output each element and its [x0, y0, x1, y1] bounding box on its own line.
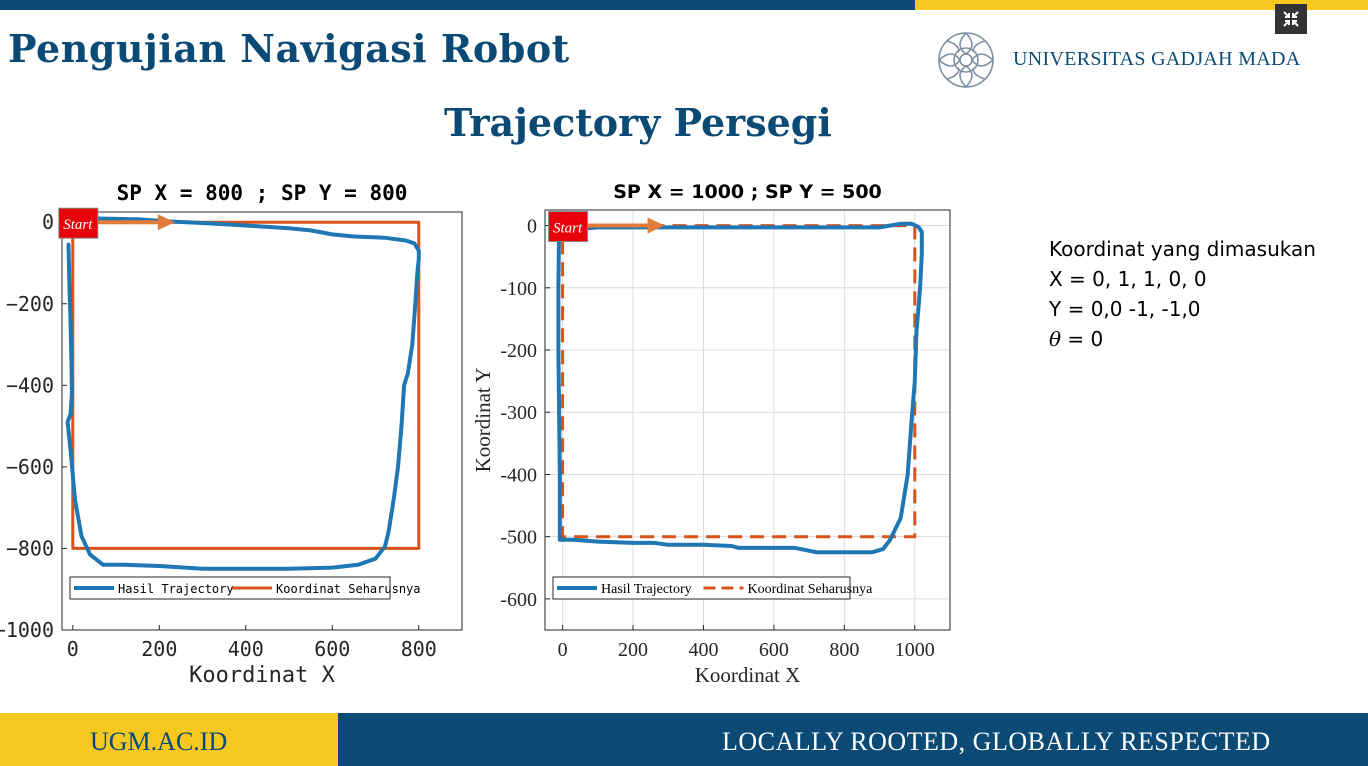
footer-tagline: LOCALLY ROOTED, GLOBALLY RESPECTED	[722, 727, 1271, 756]
y-tick-label: 0	[527, 216, 537, 238]
start-label: Start	[63, 217, 93, 233]
legend-box	[552, 576, 851, 600]
university-logo	[938, 32, 994, 88]
chart-sp-800-800: 0 200 400 600 800 0 −200 −400 −600 −800 −1000 SP X …	[0, 181, 463, 688]
chart-sp-1000-500: 0 200 400 600 800 1000 0 -100 -200 -300 -400 -500 -6…	[471, 181, 951, 687]
y-tick-label: −400	[6, 373, 54, 397]
x-tick-label: 800	[829, 639, 859, 661]
top-bar-yellow	[915, 0, 1368, 10]
plot-frame	[61, 211, 463, 631]
input-coordinates-panel: Koordinat yang dimasukan X = 0, 1, 1, 0,…	[1049, 234, 1316, 354]
top-bar-blue	[0, 0, 915, 10]
y-tick-label: −800	[6, 536, 54, 560]
x-tick-label: 400	[228, 637, 264, 661]
footer-website-link[interactable]: UGM.AC.ID	[90, 727, 228, 756]
x-tick-label: 200	[618, 639, 648, 661]
x-axis-label: Koordinat X	[695, 663, 801, 687]
footer-yellow-band	[0, 713, 338, 766]
legend-box	[69, 576, 391, 600]
series-hasil-trajectory	[556, 221, 924, 555]
info-heading: Koordinat yang dimasukan	[1049, 237, 1316, 261]
x-tick-label: 600	[759, 639, 789, 661]
series-koordinat-seharusnya	[561, 224, 917, 539]
legend-label: Hasil Trajectory	[601, 582, 692, 597]
info-y-values: Y = 0,0 -1, -1,0	[1049, 297, 1201, 321]
y-tick-label: -500	[500, 527, 537, 549]
legend-label: Hasil Trajectory	[118, 582, 234, 596]
fullscreen-exit-button[interactable]	[1275, 4, 1307, 34]
slide-subtitle: Trajectory Persegi	[444, 100, 832, 145]
series-koordinat-seharusnya	[71, 220, 421, 550]
y-tick-label: −1000	[0, 618, 54, 642]
x-tick-label: 1000	[895, 639, 935, 661]
x-tick-label: 200	[141, 637, 177, 661]
start-arrow-head	[647, 217, 665, 234]
y-tick-label: -600	[500, 589, 537, 611]
y-tick-label: -400	[500, 464, 537, 486]
fullscreen-exit-icon	[1283, 11, 1299, 27]
y-tick-label: -200	[500, 340, 537, 362]
info-x-values: X = 0, 1, 1, 0, 0	[1049, 267, 1207, 291]
start-marker-box	[58, 207, 99, 239]
x-axis-label: Koordinat X	[189, 663, 335, 688]
theta-value: = 0	[1061, 327, 1104, 351]
start-marker-box	[548, 211, 589, 243]
y-axis-label: Koordinat Y	[471, 368, 495, 473]
slide-title: Pengujian Navigasi Robot	[8, 26, 570, 71]
y-tick-label: -300	[500, 402, 537, 424]
chart-title: SP X = 800 ; SP Y = 800	[117, 181, 408, 205]
chart-title: SP X = 1000 ; SP Y = 500	[613, 181, 882, 203]
info-theta: θ = 0	[1049, 324, 1316, 354]
footer-blue-band	[338, 713, 1368, 766]
x-tick-label: 0	[67, 637, 79, 661]
legend-label: Koordinat Seharusnya	[748, 582, 874, 597]
x-tick-label: 400	[688, 639, 718, 661]
series-hasil-trajectory	[65, 216, 421, 571]
plot-frame	[544, 209, 951, 631]
start-arrow-head	[157, 214, 175, 231]
legend-label: Koordinat Seharusnya	[276, 582, 421, 596]
y-tick-label: 0	[42, 210, 54, 234]
x-tick-label: 0	[558, 639, 568, 661]
start-label: Start	[553, 221, 583, 237]
y-tick-label: −600	[6, 455, 54, 479]
y-tick-label: −200	[6, 292, 54, 316]
university-name: UNIVERSITAS GADJAH MADA	[1013, 48, 1301, 70]
x-tick-label: 600	[314, 637, 350, 661]
theta-symbol: θ	[1049, 327, 1062, 351]
x-tick-label: 800	[401, 637, 437, 661]
y-tick-label: -100	[500, 278, 537, 300]
